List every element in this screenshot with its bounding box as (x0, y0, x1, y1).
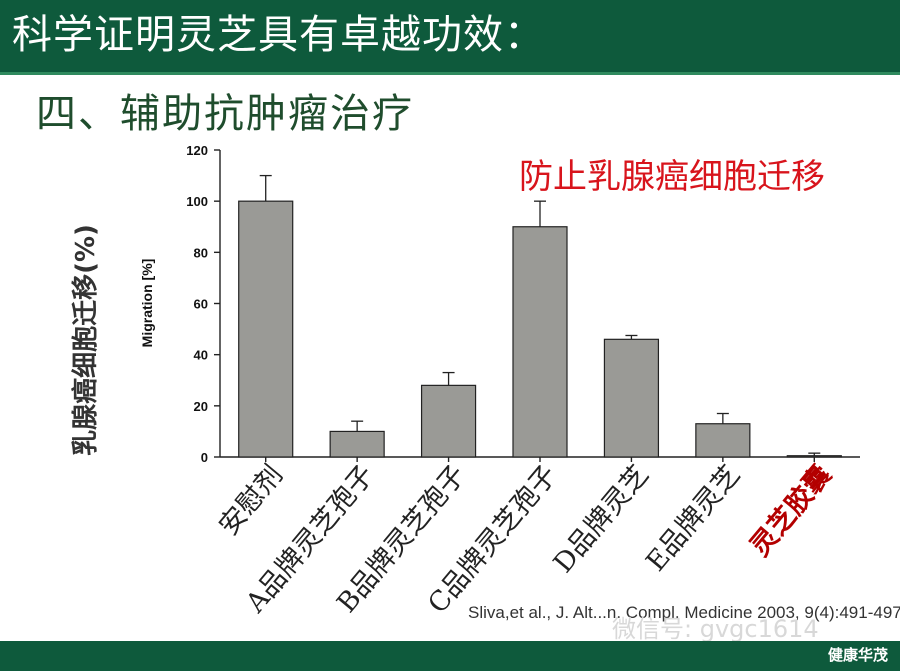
x-category-label: 灵芝胶囊 (744, 459, 838, 562)
y-tick-label: 100 (186, 194, 208, 209)
bar-4 (512, 226, 568, 458)
bar-3 (420, 384, 477, 458)
brand-label: 健康华茂 (827, 646, 888, 664)
footer-bar: 健康华茂 (0, 641, 900, 671)
bar-chart: 0 20 40 60 80 100 120 安慰剂A品牌灵芝孢子B品牌灵芝孢子C品牌灵芝孢子… (70, 143, 900, 641)
bar-5 (603, 338, 660, 458)
x-category-label: E品牌灵芝 (640, 460, 746, 578)
y-tick-label: 60 (194, 297, 208, 312)
bar-1 (238, 200, 294, 458)
slide-subtitle: 四、辅助抗肿瘤治疗 (36, 91, 414, 137)
chart-bars (238, 200, 842, 458)
bar-7 (786, 455, 842, 458)
bar-6 (695, 423, 751, 458)
y-axis-outer-label: 乳腺癌细胞迁移(%) (70, 224, 101, 456)
y-tick-label: 40 (194, 348, 208, 363)
y-tick-label: 0 (201, 450, 208, 465)
y-tick-label: 120 (186, 143, 208, 158)
title-bar: 科学证明灵芝具有卓越功效： (0, 0, 900, 75)
y-tick-label: 20 (194, 399, 208, 414)
chart-error-bars (259, 174, 821, 456)
x-category-label: 安慰剂 (213, 460, 289, 542)
watermark-text: 微信号: gvgc1614 (612, 615, 819, 641)
y-tick-label: 80 (194, 245, 208, 260)
slide-title: 科学证明灵芝具有卓越功效： (12, 12, 545, 58)
chart-annotation-title: 防止乳腺癌细胞迁移 (519, 157, 825, 197)
x-category-label: D品牌灵芝 (548, 460, 655, 579)
chart-y-ticks: 0 20 40 60 80 100 120 (186, 143, 220, 465)
citation-text: Sliva,et al., J. Alt...n. Compl. Medicin… (468, 603, 900, 622)
bar-2 (329, 430, 385, 458)
y-axis-label: Migration [%] (139, 259, 155, 348)
